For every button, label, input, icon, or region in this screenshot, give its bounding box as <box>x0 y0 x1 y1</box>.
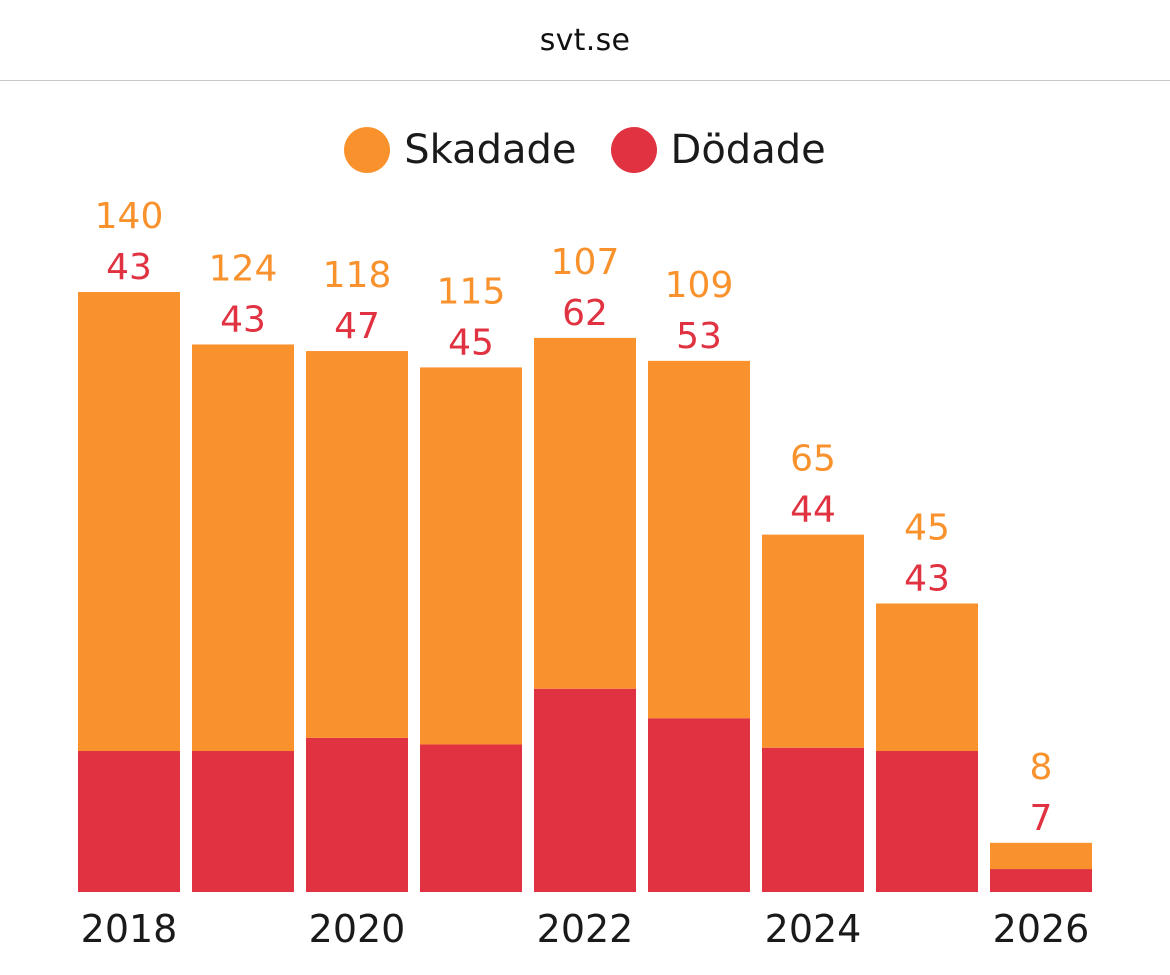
bar-skadade-2020 <box>306 351 408 738</box>
chart-legend: Skadade Dödade <box>0 122 1170 178</box>
value-label-skadade-2024: 65 <box>790 439 836 480</box>
value-label-skadade-2026: 8 <box>1030 747 1053 788</box>
legend-label-skadade: Skadade <box>404 127 577 173</box>
legend-item-skadade: Skadade <box>344 127 577 173</box>
x-tick-label-2022: 2022 <box>537 907 634 951</box>
legend-label-dodade: Dödade <box>670 127 826 173</box>
value-label-skadade-2023: 109 <box>665 265 734 306</box>
bar-skadade-2024 <box>762 534 864 748</box>
x-tick-label-2024: 2024 <box>765 907 862 951</box>
value-label-dodade-2025: 43 <box>904 558 950 599</box>
bar-skadade-2018 <box>78 292 180 752</box>
value-label-dodade-2024: 44 <box>790 490 836 531</box>
bar-dodade-2018 <box>78 751 180 892</box>
bar-skadade-2022 <box>534 337 636 689</box>
value-label-skadade-2020: 118 <box>323 255 392 296</box>
stacked-bar-chart: 140 43 2018 124 43 118 47 2020 115 45 107 62 2022 109… <box>78 196 1092 951</box>
value-label-dodade-2021: 45 <box>448 322 494 363</box>
bar-dodade-2020 <box>306 737 408 892</box>
value-label-dodade-2023: 53 <box>676 316 722 357</box>
value-label-dodade-2026: 7 <box>1030 798 1053 839</box>
bar-dodade-2021 <box>420 744 522 892</box>
value-label-skadade-2025: 45 <box>904 507 950 548</box>
bar-dodade-2024 <box>762 747 864 892</box>
value-label-dodade-2020: 47 <box>334 306 380 347</box>
bar-dodade-2025 <box>876 751 978 892</box>
value-label-skadade-2018: 140 <box>95 196 164 237</box>
bar-skadade-2026 <box>990 842 1092 870</box>
bar-skadade-2019 <box>192 344 294 752</box>
value-label-dodade-2019: 43 <box>220 299 266 340</box>
legend-item-dodade: Dödade <box>610 127 826 173</box>
x-tick-label-2020: 2020 <box>309 907 406 951</box>
value-label-skadade-2021: 115 <box>437 271 506 312</box>
bar-dodade-2019 <box>192 751 294 892</box>
bar-dodade-2023 <box>648 718 750 892</box>
bar-skadade-2023 <box>648 360 750 719</box>
legend-swatch-dodade <box>610 127 657 173</box>
bar-dodade-2026 <box>990 869 1092 892</box>
browser-address-bar[interactable]: svt.se <box>0 0 1170 81</box>
x-tick-label-2018: 2018 <box>81 907 178 951</box>
legend-swatch-skadade <box>344 127 391 173</box>
value-label-skadade-2022: 107 <box>551 242 620 283</box>
site-domain: svt.se <box>539 22 631 58</box>
bar-skadade-2025 <box>876 603 978 752</box>
bar-dodade-2022 <box>534 688 636 892</box>
value-label-dodade-2018: 43 <box>106 247 152 288</box>
value-label-skadade-2019: 124 <box>209 248 278 289</box>
x-tick-label-2026: 2026 <box>993 907 1090 951</box>
value-label-dodade-2022: 62 <box>562 293 608 334</box>
bar-skadade-2021 <box>420 367 522 745</box>
